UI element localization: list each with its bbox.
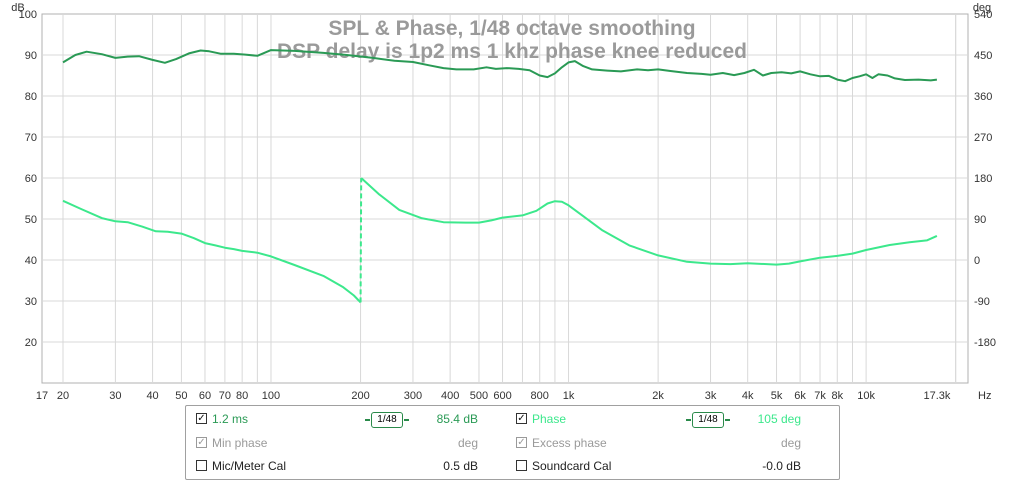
phase-checkbox[interactable]: ✓ bbox=[516, 413, 527, 424]
legend-mic-cal-row[interactable]: Mic/Meter Cal 0.5 dB bbox=[196, 456, 486, 476]
axes: 20 30 40 50 60 70 80 90 100 -180 -90 0 90 180 270 360 45… bbox=[11, 2, 996, 400]
legend-min-phase-row: ✓ Min phase deg bbox=[196, 433, 486, 453]
phase-trace bbox=[62, 199, 362, 304]
spl-checkbox[interactable]: ✓ bbox=[196, 413, 207, 424]
x-tick-label: 100 bbox=[262, 390, 280, 400]
y-axis-label-right: deg bbox=[973, 2, 991, 14]
y-tick-label-right: 180 bbox=[974, 173, 992, 185]
excess-phase-label: Excess phase bbox=[532, 436, 607, 450]
phase-trace bbox=[360, 177, 938, 266]
spl-value: 85.4 dB bbox=[436, 412, 478, 426]
legend-excess-phase-row: ✓ Excess phase deg bbox=[516, 433, 806, 453]
phase-label: Phase bbox=[532, 412, 567, 426]
x-tick-label: 17 bbox=[36, 390, 48, 400]
legend-soundcard-cal-row[interactable]: Soundcard Cal -0.0 dB bbox=[516, 456, 806, 476]
x-tick-label: 60 bbox=[199, 390, 211, 400]
y-tick-label-left: 40 bbox=[25, 255, 37, 267]
y-tick-label-right: 90 bbox=[974, 214, 986, 226]
x-tick-label: 40 bbox=[146, 390, 158, 400]
excess-phase-value: deg bbox=[780, 436, 801, 450]
y-tick-label-right: 540 bbox=[974, 9, 992, 21]
y-tick-label-left: 20 bbox=[25, 337, 37, 349]
x-tick-label: 30 bbox=[109, 390, 121, 400]
x-tick-label: 17.3k bbox=[923, 390, 950, 400]
y-tick-label-left: 90 bbox=[25, 50, 37, 62]
x-tick-label: 70 bbox=[219, 390, 231, 400]
spl-trace bbox=[62, 49, 938, 83]
x-tick-label: 6k bbox=[794, 390, 806, 400]
y-tick-label-left: 50 bbox=[25, 214, 37, 226]
mic-cal-label: Mic/Meter Cal bbox=[212, 459, 287, 473]
y-tick-label-right: -180 bbox=[974, 337, 996, 349]
y-axis-label-left: dB bbox=[11, 2, 24, 14]
x-tick-label: 1k bbox=[563, 390, 575, 400]
x-tick-label: 4k bbox=[742, 390, 754, 400]
spl-smoothing-badge[interactable]: 1/48 bbox=[365, 412, 409, 428]
grid bbox=[41, 13, 969, 384]
x-tick-label: 8k bbox=[831, 390, 843, 400]
x-tick-label: 5k bbox=[771, 390, 783, 400]
chart-title: SPL & Phase, 1/48 octave smoothing bbox=[328, 17, 695, 40]
x-tick-label: 50 bbox=[175, 390, 187, 400]
legend-spl-row[interactable]: ✓ 1.2 ms 1/48 85.4 dB bbox=[196, 409, 486, 429]
x-tick-label: 400 bbox=[441, 390, 459, 400]
x-tick-label: 2k bbox=[652, 390, 664, 400]
y-tick-label-left: 60 bbox=[25, 173, 37, 185]
x-tick-label: 3k bbox=[705, 390, 717, 400]
x-axis-label: Hz bbox=[978, 390, 991, 400]
excess-phase-checkbox: ✓ bbox=[516, 437, 527, 448]
phase-wrap-connector bbox=[359, 177, 363, 303]
mic-cal-value: 0.5 dB bbox=[443, 459, 478, 473]
soundcard-cal-value: -0.0 dB bbox=[762, 459, 801, 473]
x-tick-label: 800 bbox=[531, 390, 549, 400]
series bbox=[62, 49, 938, 304]
x-tick-label: 7k bbox=[814, 390, 826, 400]
x-tick-label: 600 bbox=[493, 390, 511, 400]
y-tick-label-left: 100 bbox=[19, 9, 37, 21]
y-tick-label-right: 360 bbox=[974, 91, 992, 103]
min-phase-label: Min phase bbox=[212, 436, 268, 450]
y-tick-label-right: -90 bbox=[974, 296, 990, 308]
x-tick-label: 20 bbox=[57, 390, 69, 400]
legend-panel: ✓ 1.2 ms 1/48 85.4 dB ✓ Phase 1/48 105 d… bbox=[185, 405, 840, 480]
y-tick-label-left: 70 bbox=[25, 132, 37, 144]
y-tick-label-right: 270 bbox=[974, 132, 992, 144]
soundcard-cal-checkbox[interactable] bbox=[516, 460, 527, 471]
plot-frame bbox=[41, 13, 969, 384]
mic-cal-checkbox[interactable] bbox=[196, 460, 207, 471]
spl-phase-chart: 20 30 40 50 60 70 80 90 100 -180 -90 0 90 180 270 360 45… bbox=[11, 2, 996, 400]
spl-label: 1.2 ms bbox=[212, 412, 249, 426]
y-tick-label-left: 80 bbox=[25, 91, 37, 103]
phase-smoothing-badge[interactable]: 1/48 bbox=[686, 412, 730, 428]
legend-phase-row[interactable]: ✓ Phase 1/48 105 deg bbox=[516, 409, 806, 429]
y-tick-label-right: 450 bbox=[974, 50, 992, 62]
x-tick-label: 80 bbox=[236, 390, 248, 400]
x-tick-label: 300 bbox=[404, 390, 422, 400]
soundcard-cal-label: Soundcard Cal bbox=[532, 459, 612, 473]
x-tick-label: 200 bbox=[351, 390, 369, 400]
x-tick-label: 500 bbox=[470, 390, 488, 400]
min-phase-value: deg bbox=[457, 436, 478, 450]
chart-subtitle: DSP delay is 1p2 ms 1 khz phase knee red… bbox=[277, 40, 747, 63]
y-tick-label-left: 30 bbox=[25, 296, 37, 308]
min-phase-checkbox: ✓ bbox=[196, 437, 207, 448]
phase-value: 105 deg bbox=[757, 412, 801, 426]
y-tick-label-right: 0 bbox=[974, 255, 980, 267]
x-tick-label: 10k bbox=[857, 390, 875, 400]
